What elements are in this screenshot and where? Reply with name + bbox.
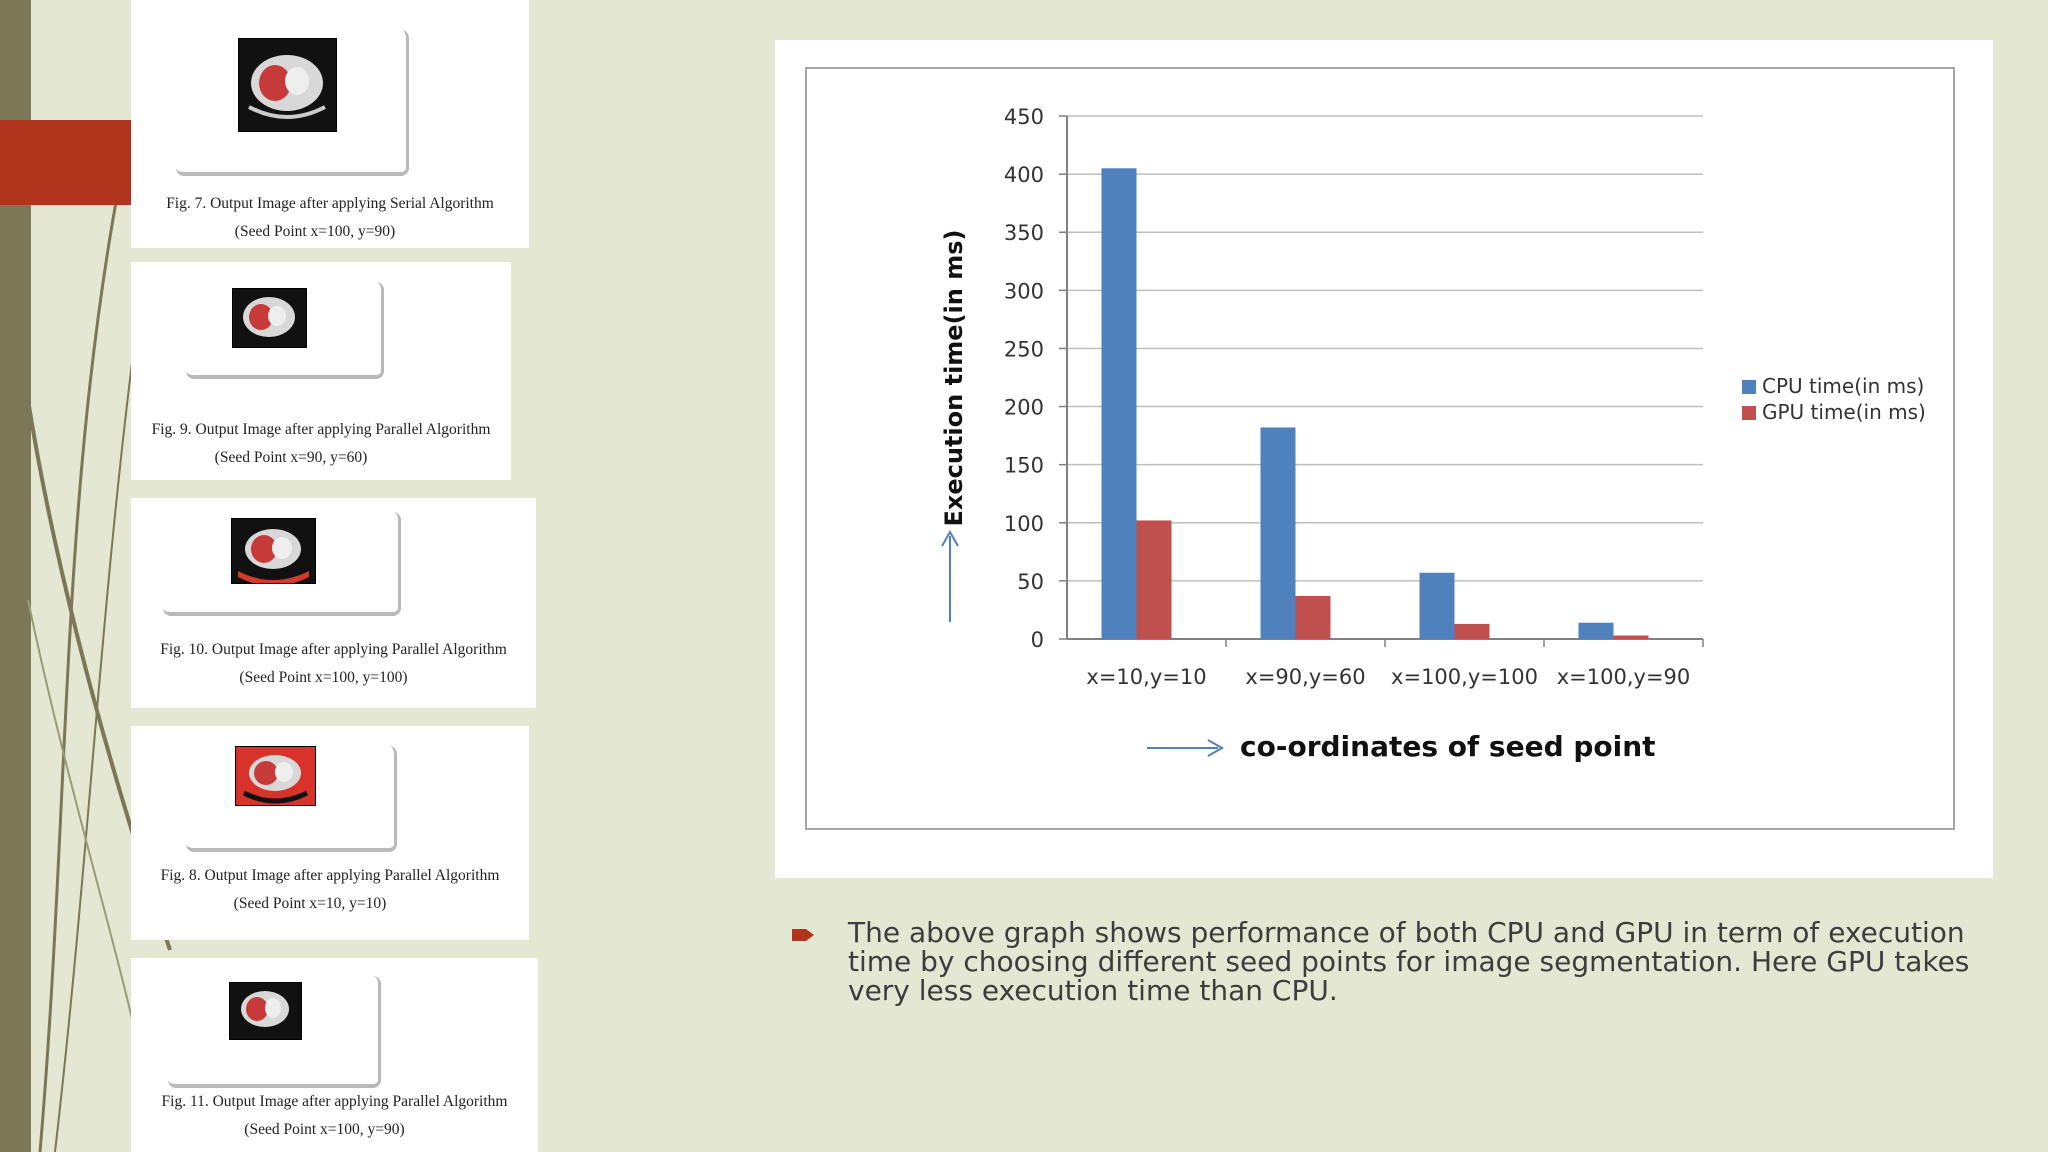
figure-caption: Fig. 9. Output Image after applying Para… — [131, 416, 511, 472]
chart-panel — [775, 40, 1993, 878]
x-axis-label: co-ordinates of seed point — [1240, 730, 1656, 763]
x-tick-label: x=100,y=90 — [1557, 665, 1691, 689]
figure-caption: Fig. 10. Output Image after applying Par… — [131, 636, 536, 692]
bar — [1578, 622, 1614, 639]
image-frame — [163, 512, 401, 616]
figure-caption: Fig. 8. Output Image after applying Para… — [131, 862, 529, 918]
y-tick-label: 150 — [1004, 454, 1044, 478]
x-tick-label: x=10,y=10 — [1086, 665, 1206, 689]
bar — [1101, 168, 1137, 640]
x-label-arrow-head — [1207, 739, 1225, 757]
bar — [1454, 623, 1490, 639]
y-tick-label: 350 — [1004, 221, 1044, 245]
legend-label: GPU time(in ms) — [1762, 400, 1926, 424]
figure-card-9: Fig. 9. Output Image after applying Para… — [131, 262, 511, 480]
bar — [1295, 595, 1331, 639]
legend-label: CPU time(in ms) — [1762, 374, 1924, 398]
ct-scan-image — [238, 38, 337, 132]
legend-swatch — [1742, 380, 1756, 394]
arrow-bullet-icon — [792, 929, 814, 941]
y-tick-label: 50 — [1017, 570, 1044, 594]
ct-scan-image — [231, 518, 316, 584]
y-tick-label: 200 — [1004, 396, 1044, 420]
caption-line-1: Fig. 9. Output Image after applying Para… — [151, 421, 491, 438]
figure-caption: Fig. 7. Output Image after applying Seri… — [131, 190, 529, 246]
image-frame — [186, 746, 397, 852]
caption-line-2: (Seed Point x=100, y=100) — [239, 669, 408, 686]
y-tick-label: 0 — [1031, 628, 1044, 652]
y-tick-label: 400 — [1004, 163, 1044, 187]
caption-line-1: Fig. 11. Output Image after applying Par… — [161, 1093, 508, 1110]
x-tick-label: x=100,y=100 — [1391, 665, 1538, 689]
bullet-point: The above graph shows performance of bot… — [790, 918, 1990, 1005]
y-label-arrow-head — [941, 529, 959, 547]
figure-card-7: Fig. 7. Output Image after applying Seri… — [131, 0, 529, 248]
ct-scan-image — [235, 746, 316, 806]
y-tick-label: 450 — [1004, 105, 1044, 129]
chart-frame — [805, 67, 1955, 830]
ct-scan-image — [229, 982, 302, 1040]
figure-card-11: Fig. 11. Output Image after applying Par… — [131, 958, 538, 1152]
legend-swatch — [1742, 406, 1756, 420]
bar — [1260, 427, 1296, 639]
figure-card-10: Fig. 10. Output Image after applying Par… — [131, 498, 536, 708]
caption-line-1: Fig. 10. Output Image after applying Par… — [160, 641, 507, 658]
caption-line-2: (Seed Point x=10, y=10) — [233, 895, 387, 912]
image-frame — [176, 30, 409, 176]
y-tick-label: 250 — [1004, 337, 1044, 361]
caption-line-2: (Seed Point x=90, y=60) — [214, 449, 368, 466]
bullet-text: The above graph shows performance of bot… — [848, 916, 1970, 1007]
caption-line-2: (Seed Point x=100, y=90) — [234, 223, 396, 240]
caption-line-2: (Seed Point x=100, y=90) — [244, 1121, 405, 1138]
image-frame — [186, 282, 384, 379]
bar — [1613, 635, 1649, 639]
y-axis-label: Execution time(in ms) — [940, 230, 968, 527]
figure-card-8: Fig. 8. Output Image after applying Para… — [131, 726, 529, 940]
caption-line-1: Fig. 7. Output Image after applying Seri… — [166, 195, 494, 212]
image-frame — [168, 976, 381, 1088]
bar — [1419, 572, 1455, 639]
y-tick-label: 100 — [1004, 512, 1044, 536]
ct-scan-image — [232, 288, 307, 348]
red-accent-block — [0, 120, 131, 205]
bar — [1136, 520, 1172, 639]
x-tick-label: x=90,y=60 — [1245, 665, 1365, 689]
caption-line-1: Fig. 8. Output Image after applying Para… — [160, 867, 500, 884]
y-tick-label: 300 — [1004, 279, 1044, 303]
figure-caption: Fig. 11. Output Image after applying Par… — [131, 1088, 538, 1144]
